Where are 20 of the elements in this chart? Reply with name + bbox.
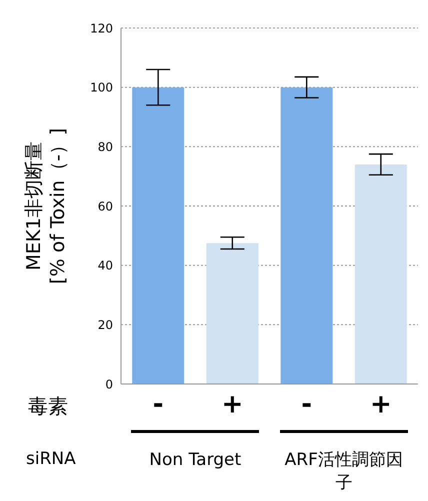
x-tick-label: + bbox=[221, 389, 244, 420]
bar bbox=[206, 243, 258, 384]
y-tick-label: 20 bbox=[98, 318, 113, 332]
y-tick-label: 40 bbox=[98, 258, 113, 273]
y-tick-label: 120 bbox=[90, 21, 113, 36]
y-tick-label: 60 bbox=[98, 199, 113, 214]
x-tick-label: - bbox=[301, 389, 312, 420]
x-tick-label: + bbox=[370, 389, 392, 420]
y-tick-label: 100 bbox=[90, 80, 113, 95]
bar bbox=[280, 87, 333, 384]
text: ARF活性調節因子 bbox=[284, 449, 404, 495]
text: siRNA bbox=[26, 449, 76, 469]
bar bbox=[132, 87, 184, 384]
y-tick-label: 80 bbox=[98, 140, 113, 154]
x-tick-label: - bbox=[152, 389, 164, 420]
bar bbox=[354, 164, 407, 384]
text: 毒素 bbox=[28, 393, 68, 420]
y-tick-label: 0 bbox=[105, 377, 113, 392]
text: Non Target bbox=[148, 449, 242, 472]
y-axis-title: MEK1非切断量 [% of Toxin（-）] bbox=[23, 128, 69, 284]
